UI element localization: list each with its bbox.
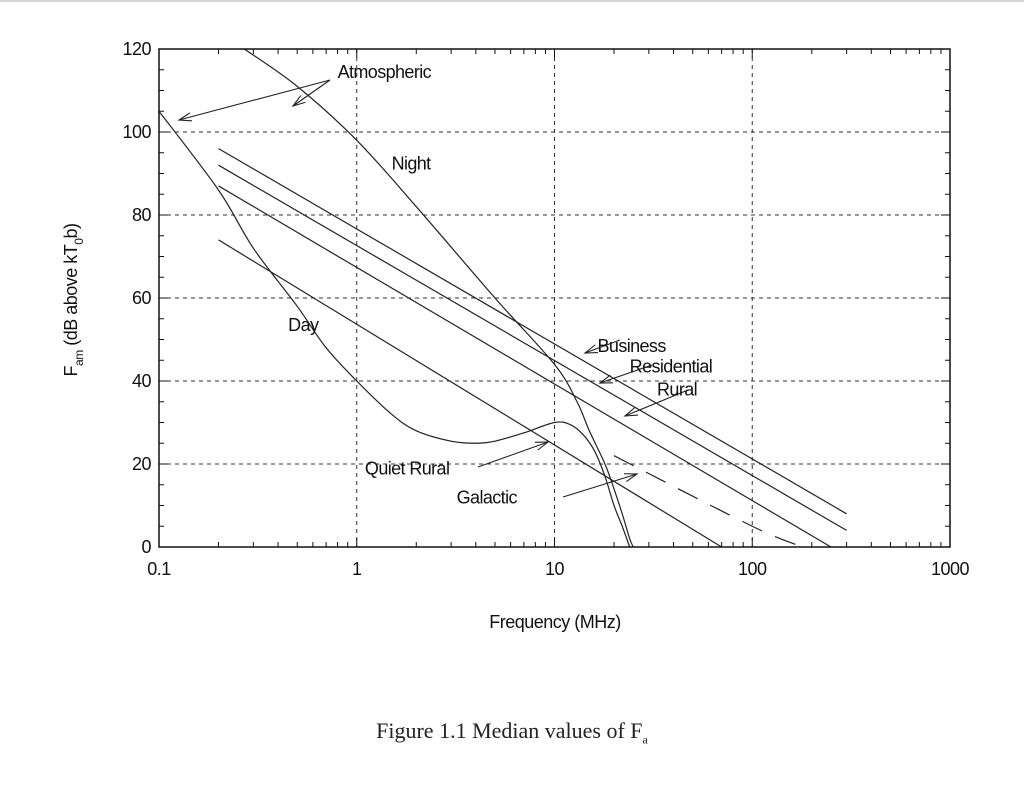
arrow-atmospheric-day bbox=[178, 79, 331, 121]
y-tick-label: 120 bbox=[122, 39, 151, 59]
annotation-night: Night bbox=[392, 153, 432, 173]
series-line-rural bbox=[218, 185, 832, 548]
arrow-residential bbox=[599, 364, 653, 384]
y-tick-label: 80 bbox=[132, 205, 152, 225]
series-line-business bbox=[218, 148, 847, 515]
annotation-day: Day bbox=[288, 315, 319, 335]
y-tick-label: 100 bbox=[122, 122, 151, 142]
x-tick-label: 0.1 bbox=[147, 559, 171, 579]
figure-caption: Figure 1.1 Median values of Fa bbox=[376, 718, 648, 747]
annotation-arrows bbox=[177, 79, 689, 498]
arrow-rural bbox=[624, 389, 689, 417]
arrow-atmospheric-night bbox=[292, 79, 331, 107]
annotation-quiet-rural: Quiet Rural bbox=[365, 458, 449, 478]
series-lines bbox=[158, 48, 847, 548]
arrow-business bbox=[584, 339, 621, 354]
top-border-line bbox=[0, 0, 1024, 2]
series-line-galactic bbox=[613, 455, 803, 548]
x-tick-label: 1000 bbox=[931, 559, 970, 579]
x-axis-label: Frequency (MHz) bbox=[489, 612, 621, 632]
series-line-atmospheric-day bbox=[158, 110, 631, 548]
y-tick-label: 40 bbox=[132, 371, 152, 391]
arrow-galactic bbox=[562, 473, 638, 498]
x-tick-label: 1 bbox=[352, 559, 362, 579]
x-tick-label: 100 bbox=[738, 559, 767, 579]
annotation-rural: Rural bbox=[657, 380, 697, 400]
y-axis-label: Fam (dB above kT0b) bbox=[61, 224, 86, 377]
series-line-atmospheric-night bbox=[243, 48, 634, 548]
arrow-atmospheric-day-head bbox=[177, 112, 193, 122]
series-line-residential bbox=[218, 164, 847, 531]
arrow-galactic-head bbox=[623, 473, 639, 483]
series-line-quiet-rural bbox=[218, 239, 722, 548]
x-tick-label: 10 bbox=[545, 559, 565, 579]
annotation-atmospheric: Atmospheric bbox=[338, 62, 432, 82]
arrow-quiet-rural-head bbox=[534, 441, 550, 451]
arrow-atmospheric-night-head bbox=[291, 95, 306, 108]
annotation-business: Business bbox=[598, 336, 667, 356]
y-tick-label: 60 bbox=[132, 288, 152, 308]
y-tick-label: 0 bbox=[141, 537, 151, 557]
annotation-residential: Residential bbox=[630, 357, 712, 377]
arrow-residential-head bbox=[598, 374, 614, 384]
axis-ticks bbox=[158, 48, 950, 548]
arrow-rural-head bbox=[623, 407, 639, 417]
arrow-business-head bbox=[583, 344, 599, 354]
y-tick-label: 20 bbox=[132, 454, 152, 474]
arrow-quiet-rural bbox=[477, 441, 549, 468]
annotation-galactic: Galactic bbox=[457, 487, 518, 507]
grid-lines bbox=[159, 49, 950, 547]
tick-labels: 0.1 1 10 100 1000 0 20 40 60 80 100 120 bbox=[122, 39, 970, 579]
